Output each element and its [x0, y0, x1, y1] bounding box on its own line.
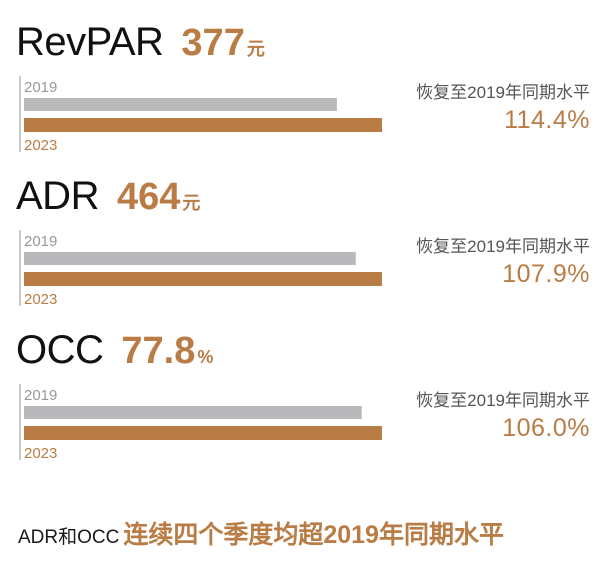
tick-label: 2019 [24, 79, 57, 96]
metric-block-adr: ADR 464 元 2019 2023 恢复至2019年同期水平 107.9% [0, 166, 610, 320]
metric-title: ADR 464 元 [16, 174, 200, 219]
metric-value: 464 [116, 176, 181, 218]
metric-unit: % [197, 347, 214, 367]
metric-value: 77.8 [121, 330, 196, 372]
tick-label: 2019 [24, 387, 57, 404]
tick-label: 2023 [24, 291, 57, 308]
metric-block-revpar: RevPAR 377 元 2019 2023 恢复至2019年同期水平 114.4% [0, 12, 610, 166]
tick-label: 2023 [24, 445, 57, 462]
footer: ADR和OCC 连续四个季度均超2019年同期水平 [18, 515, 504, 551]
metric-title: OCC 77.8% [16, 328, 213, 373]
bar-2019 [24, 98, 337, 111]
footer-headline: 连续四个季度均超2019年同期水平 [123, 521, 504, 549]
metric-title: RevPAR 377 元 [16, 20, 265, 65]
bar-2023 [24, 272, 382, 286]
metric-block-occ: OCC 77.8% 2019 2023 恢复至2019年同期水平 106.0% [0, 320, 610, 474]
recovery-label: 恢复至2019年同期水平 [416, 391, 590, 410]
bar-chart: 2019 2023 [19, 76, 382, 154]
metric-unit: 元 [182, 193, 201, 213]
metric-unit: 元 [246, 39, 265, 59]
footer-prefix: ADR和OCC [18, 527, 120, 548]
bar-2019 [24, 252, 356, 265]
bar-chart: 2019 2023 [19, 230, 382, 308]
recovery-label: 恢复至2019年同期水平 [416, 237, 590, 256]
metric-value: 377 [181, 22, 245, 64]
bar-chart: 2019 2023 [19, 384, 382, 462]
recovery-value: 106.0% [502, 414, 590, 442]
recovery-value: 107.9% [502, 260, 590, 288]
recovery-label: 恢复至2019年同期水平 [416, 83, 590, 102]
metric-name: ADR [16, 174, 99, 218]
recovery-value: 114.4% [504, 106, 590, 134]
metric-name: OCC [16, 328, 104, 372]
metric-name: RevPAR [16, 20, 164, 64]
bar-2019 [24, 406, 362, 419]
bar-2023 [24, 118, 382, 132]
bar-2023 [24, 426, 382, 440]
tick-label: 2019 [24, 233, 57, 250]
tick-label: 2023 [24, 137, 57, 154]
